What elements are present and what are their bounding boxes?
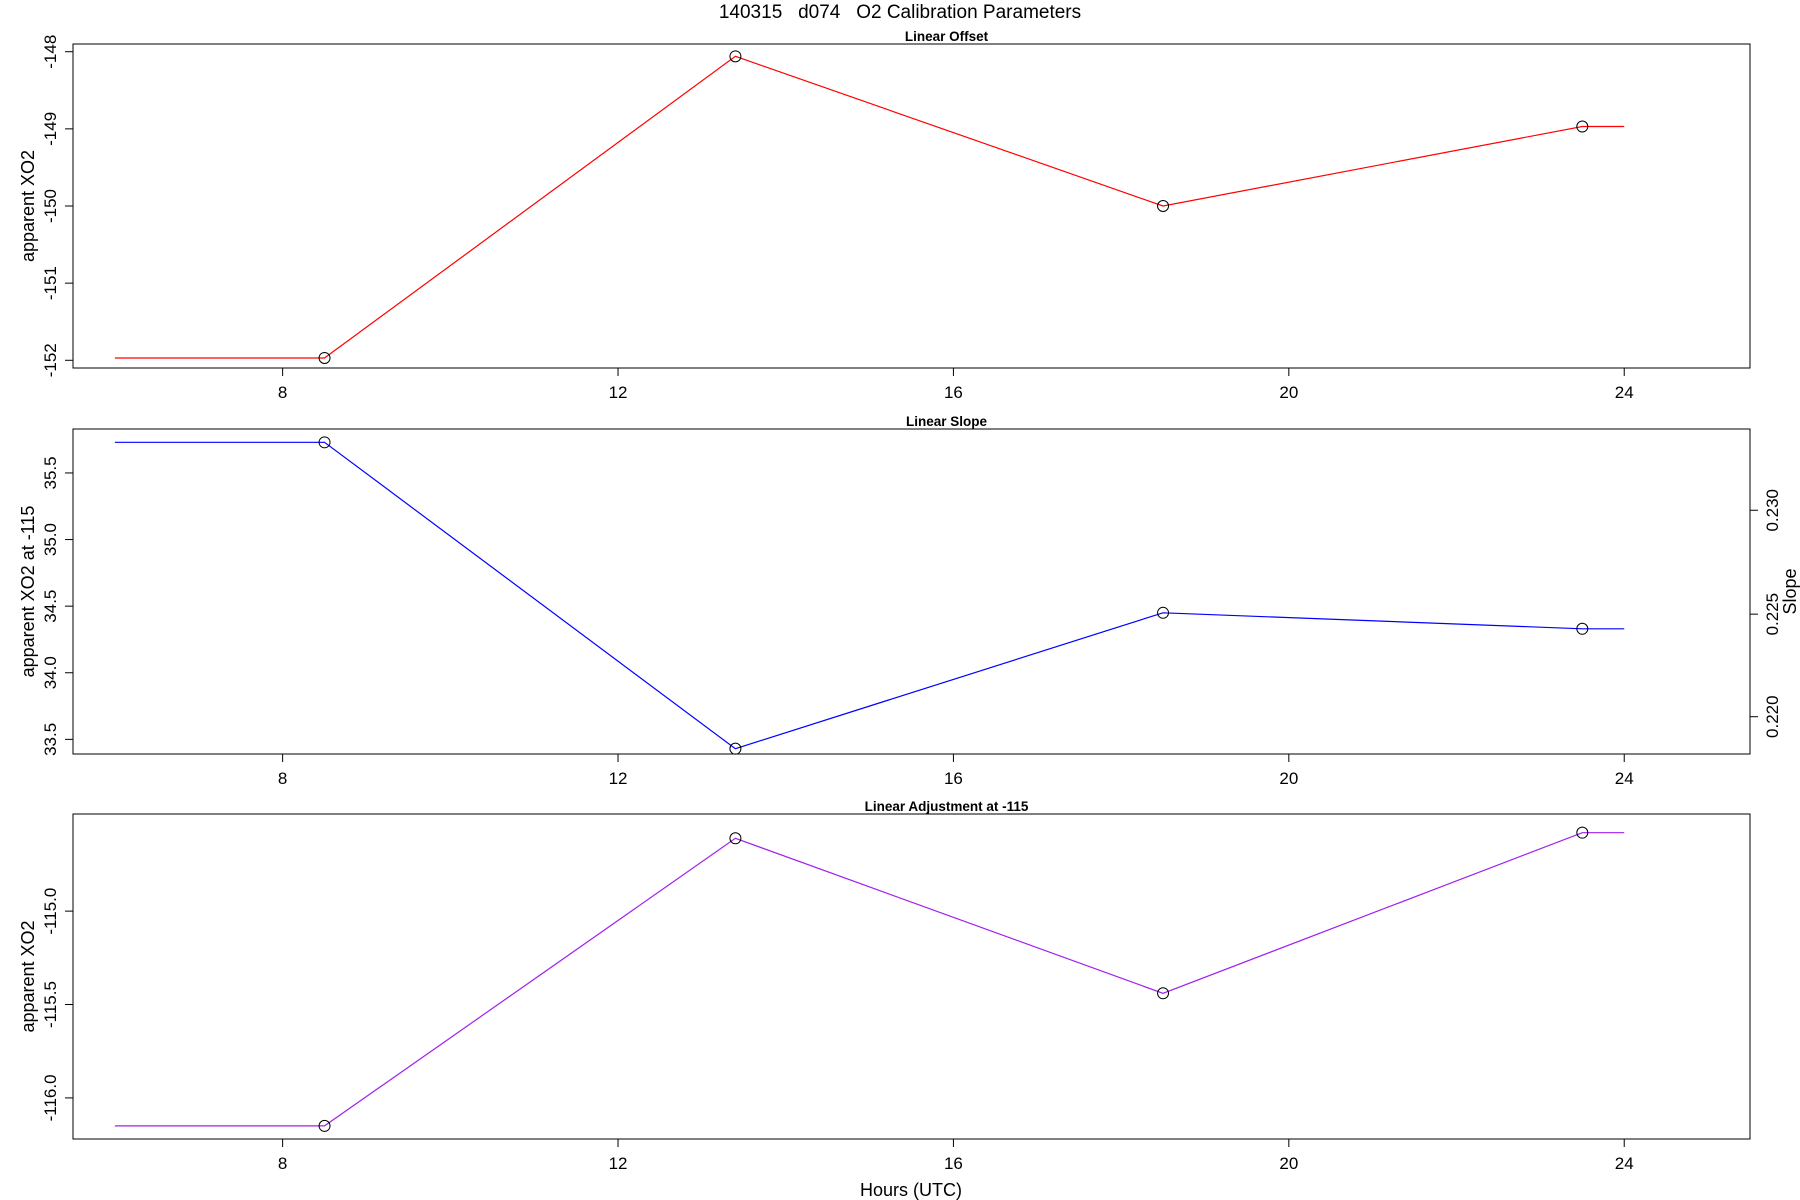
x-tick-label: 16 [944,383,963,402]
data-point [318,351,331,364]
panel-title: Linear Offset [905,29,989,44]
y-tick-label: -116.0 [41,1074,60,1121]
y-tick-label: -150 [41,189,60,223]
x-tick-label: 8 [278,769,287,788]
x-tick-label: 8 [278,1154,287,1173]
y-tick-label: 33.5 [41,723,60,756]
x-tick-label: 24 [1615,1154,1634,1173]
x-tick-label: 12 [609,1154,628,1173]
y-tick-label: -152 [41,343,60,377]
y-right-axis-label: Slope [1780,568,1800,614]
y-axis-label: apparent XO2 [18,920,38,1032]
plot-frame [72,813,1751,1140]
y-right-tick-label: 0.225 [1763,593,1782,636]
series-line [114,55,1625,359]
x-tick-label: 8 [278,383,287,402]
x-tick-label: 24 [1615,769,1634,788]
x-axis-label: Hours (UTC) [860,1180,962,1200]
data-point [1157,606,1170,619]
figure-title: 140315 d074 O2 Calibration Parameters [718,2,1082,23]
x-tick-label: 24 [1615,383,1634,402]
y-tick-label: -115.0 [41,888,60,935]
plot-frame [72,43,1751,369]
data-point [729,742,742,755]
x-tick-label: 12 [609,769,628,788]
y-tick-label: -151 [41,266,60,300]
y-axis-label: apparent XO2 at -115 [18,506,38,678]
data-point [1576,120,1589,133]
x-tick-label: 20 [1279,1154,1298,1173]
x-tick-label: 20 [1279,383,1298,402]
y-tick-label: 35.5 [41,456,60,489]
data-point [729,832,742,845]
data-point [729,50,742,63]
y-tick-label: 34.0 [41,656,60,689]
x-tick-label: 20 [1279,769,1298,788]
data-point [1157,200,1170,212]
y-tick-label: -115.5 [41,981,60,1028]
y-tick-label: 34.5 [41,590,60,623]
x-tick-label: 16 [944,1154,963,1173]
data-point [318,436,331,449]
panel-title: Linear Slope [906,414,988,429]
x-tick-label: 12 [609,383,628,402]
y-tick-label: -149 [41,112,60,146]
data-point [1157,987,1170,1000]
series-line [114,832,1625,1127]
panel-title: Linear Adjustment at -115 [865,799,1029,814]
plot-frame [72,428,1751,755]
y-right-tick-label: 0.230 [1763,489,1782,532]
series-line [114,441,1625,750]
y-tick-label: 35.0 [41,523,60,556]
data-point [1576,622,1589,635]
x-tick-label: 16 [944,769,963,788]
y-axis-label: apparent XO2 [18,150,38,262]
data-point [318,1119,331,1132]
data-point [1576,826,1589,839]
y-right-tick-label: 0.220 [1763,695,1782,738]
y-tick-label: -148 [41,35,60,69]
